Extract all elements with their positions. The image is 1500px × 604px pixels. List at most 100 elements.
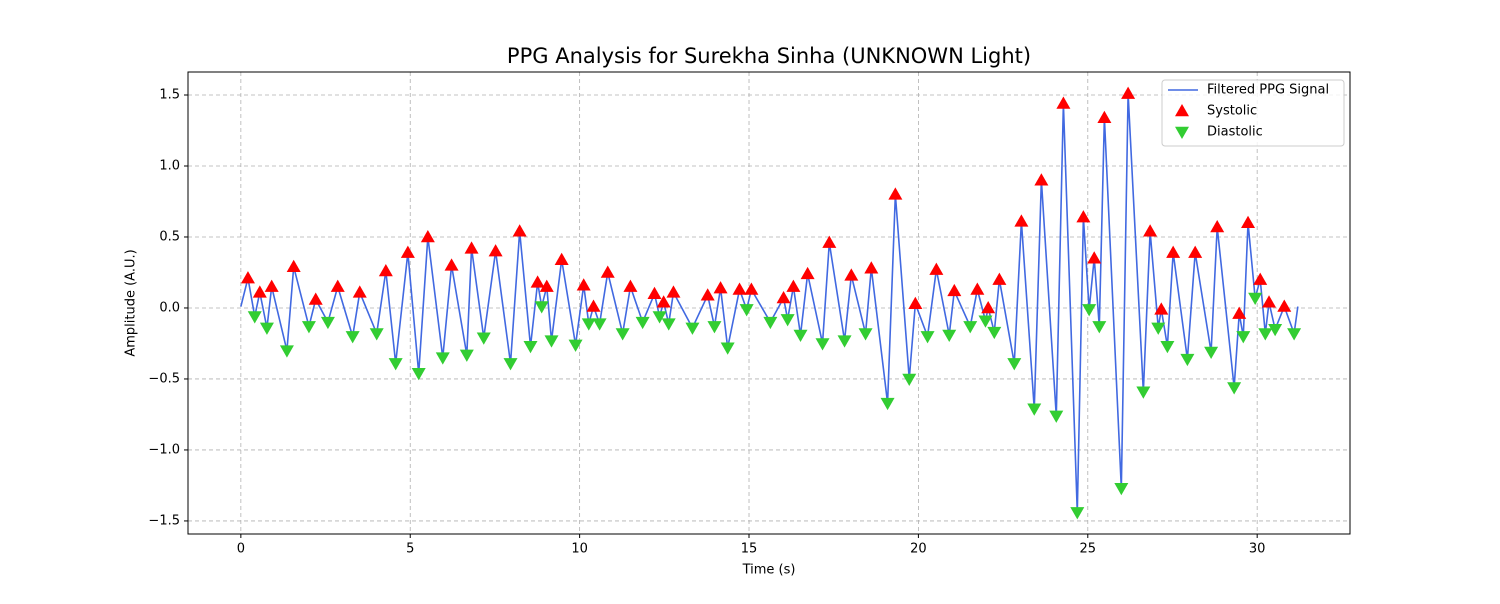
legend-marker [1175, 104, 1189, 117]
peak-marker [1082, 304, 1097, 317]
x-tick-label: 25 [1080, 542, 1097, 557]
peak-marker [444, 258, 459, 271]
peak-marker [523, 341, 538, 354]
peak-marker [600, 265, 615, 278]
peak-marker [488, 244, 503, 257]
peak-marker [858, 328, 873, 341]
peak-marker [530, 275, 545, 288]
peak-marker [1232, 306, 1247, 319]
peak-marker [700, 288, 715, 301]
peak-marker [732, 282, 747, 295]
peak-marker [929, 262, 944, 275]
y-tick-label: −1.5 [148, 513, 180, 528]
peak-marker [576, 278, 591, 291]
peak-marker [1143, 224, 1158, 237]
peak-marker [685, 322, 700, 335]
peak-marker [1188, 245, 1203, 258]
peak-marker [656, 295, 671, 308]
peak-marker [1154, 302, 1169, 315]
peak-marker [1277, 299, 1292, 312]
peak-marker [720, 342, 735, 355]
peak-marker [615, 328, 630, 341]
peak-marker [942, 329, 957, 342]
peak-marker [240, 271, 255, 284]
peak-marker [661, 318, 676, 331]
peak-marker [400, 245, 415, 258]
x-tick-label: 0 [237, 542, 245, 557]
y-tick-label: 0.0 [159, 300, 180, 315]
peak-marker [1227, 382, 1242, 395]
peak-marker [1049, 410, 1064, 423]
peak-marker [707, 321, 722, 334]
peak-marker [568, 339, 583, 352]
chart-title: PPG Analysis for Surekha Sinha (UNKNOWN … [507, 44, 1031, 68]
peak-marker [920, 331, 935, 344]
peak-marker [844, 268, 859, 281]
peak-marker [539, 279, 554, 292]
x-tick-label: 5 [406, 542, 414, 557]
peak-marker [981, 300, 996, 314]
peak-marker [301, 321, 316, 334]
peak-marker [1180, 353, 1195, 367]
y-tick-label: −0.5 [148, 371, 180, 386]
peak-marker [247, 311, 262, 324]
peak-marker [388, 358, 403, 371]
peak-marker [435, 352, 450, 365]
peak-marker [635, 316, 650, 330]
peak-marker [1027, 403, 1042, 416]
peak-marker [352, 285, 367, 298]
peak-marker [1056, 96, 1071, 109]
peak-marker [586, 299, 601, 312]
peak-marker [252, 285, 267, 298]
peak-marker [512, 224, 527, 237]
peak-marker [1262, 295, 1277, 308]
peak-marker [744, 282, 759, 295]
peak-marker [420, 229, 435, 243]
peak-marker [544, 335, 559, 348]
x-tick-label: 15 [741, 542, 758, 557]
peak-marker [1097, 110, 1112, 123]
peak-marker [1070, 507, 1085, 520]
peak-marker [259, 322, 274, 335]
peak-marker [369, 328, 384, 341]
peak-marker [1166, 245, 1181, 258]
peak-marker [947, 283, 962, 297]
peak-marker [345, 331, 360, 344]
peak-marker [978, 315, 993, 328]
peak-marker [1087, 251, 1102, 264]
peak-marker [581, 318, 596, 331]
y-tick-label: 1.5 [159, 88, 180, 103]
peak-marker [1204, 346, 1219, 359]
peak-marker [1241, 215, 1256, 229]
x-tick-label: 20 [910, 542, 927, 557]
peak-marker [1287, 328, 1302, 341]
peak-marker [1160, 341, 1175, 354]
peak-marker [987, 326, 1002, 340]
plot-frame [187, 71, 1351, 535]
peak-marker [780, 314, 795, 327]
peak-marker [1014, 214, 1029, 227]
peak-marker [1114, 483, 1129, 496]
peak-marker [963, 321, 978, 334]
peak-marker [815, 338, 830, 351]
peak-marker [464, 241, 479, 254]
peak-marker [554, 252, 569, 265]
x-tick-label: 10 [571, 542, 588, 557]
peak-marker [1151, 322, 1166, 335]
peak-marker [623, 279, 638, 292]
peak-marker [279, 345, 294, 358]
peak-marker [786, 279, 801, 292]
y-tick-label: 1.0 [159, 158, 180, 173]
peak-marker [992, 272, 1007, 285]
peak-marker [308, 292, 323, 305]
peak-marker [476, 332, 491, 345]
peak-marker [822, 235, 837, 248]
peak-marker [378, 264, 393, 277]
peak-marker [459, 349, 474, 362]
legend-box [1161, 79, 1345, 147]
peak-marker [1092, 321, 1107, 334]
signal-line [240, 93, 1299, 513]
peak-marker [793, 329, 808, 342]
